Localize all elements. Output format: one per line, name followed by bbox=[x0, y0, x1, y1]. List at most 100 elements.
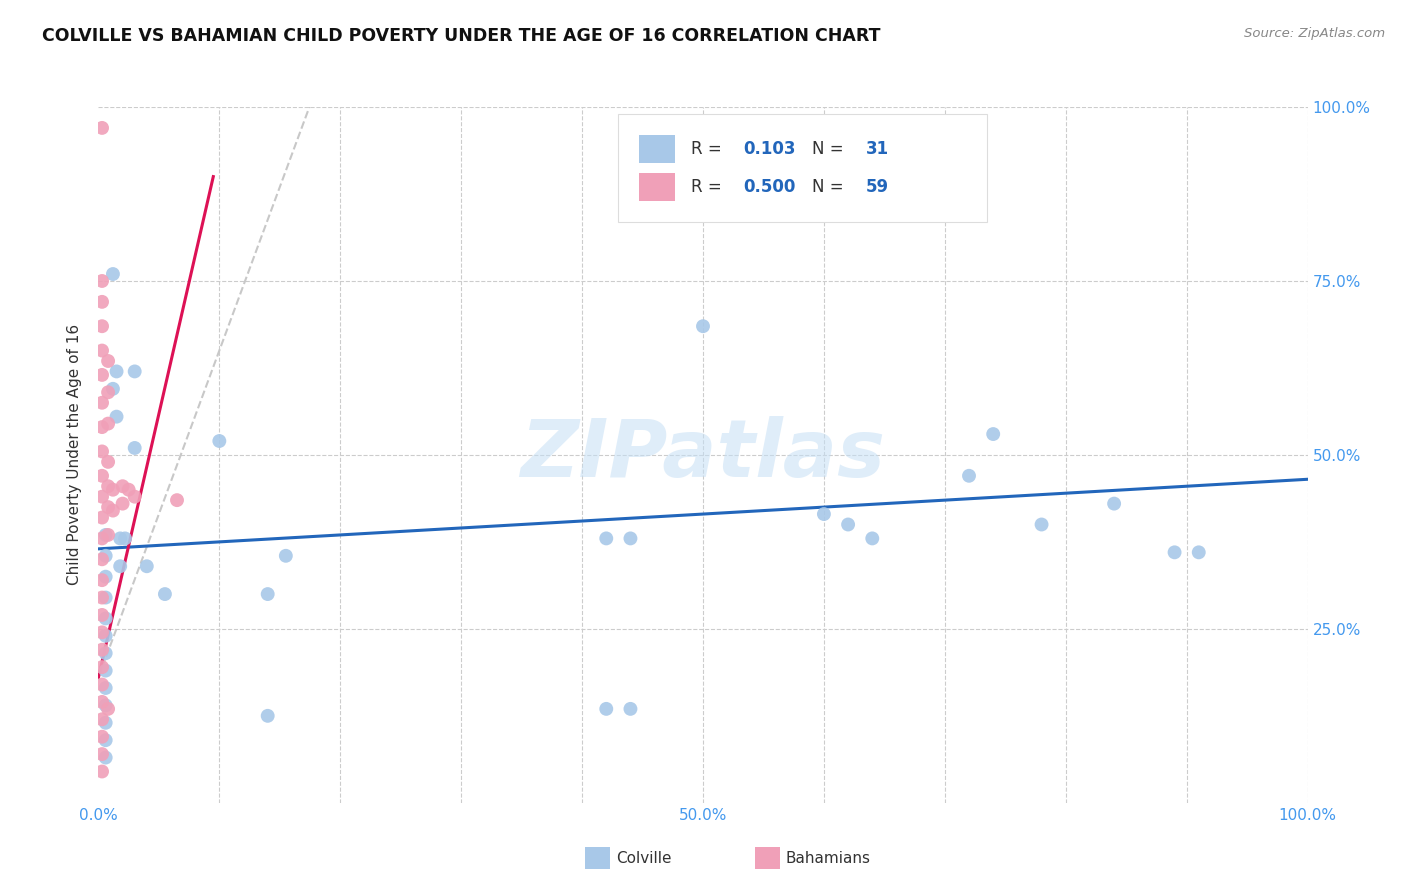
Text: Source: ZipAtlas.com: Source: ZipAtlas.com bbox=[1244, 27, 1385, 40]
FancyBboxPatch shape bbox=[638, 135, 675, 162]
Point bbox=[1102, 497, 1125, 511]
Point bbox=[91, 764, 114, 779]
Point bbox=[94, 549, 117, 563]
Point bbox=[94, 681, 117, 695]
Point bbox=[837, 517, 859, 532]
Point bbox=[91, 319, 114, 334]
Point bbox=[97, 479, 120, 493]
Text: R =: R = bbox=[690, 178, 727, 196]
Point bbox=[97, 528, 120, 542]
Point bbox=[91, 468, 114, 483]
Point bbox=[94, 611, 117, 625]
Text: COLVILLE VS BAHAMIAN CHILD POVERTY UNDER THE AGE OF 16 CORRELATION CHART: COLVILLE VS BAHAMIAN CHILD POVERTY UNDER… bbox=[42, 27, 880, 45]
Point bbox=[101, 503, 124, 517]
Point bbox=[124, 490, 146, 504]
Point bbox=[91, 294, 114, 309]
Point bbox=[595, 702, 617, 716]
Point bbox=[274, 549, 297, 563]
Point bbox=[135, 559, 157, 574]
Text: 0.500: 0.500 bbox=[742, 178, 796, 196]
Point bbox=[91, 420, 114, 434]
Point bbox=[97, 385, 120, 400]
Point bbox=[91, 607, 114, 622]
FancyBboxPatch shape bbox=[638, 173, 675, 201]
Point bbox=[981, 427, 1004, 442]
Text: N =: N = bbox=[811, 140, 849, 158]
Point bbox=[111, 479, 134, 493]
Point bbox=[97, 417, 120, 431]
Point bbox=[101, 483, 124, 497]
Point bbox=[619, 532, 641, 546]
Point bbox=[101, 382, 124, 396]
Point bbox=[118, 483, 141, 497]
Point bbox=[860, 532, 883, 546]
Point bbox=[166, 493, 188, 508]
Point bbox=[1163, 545, 1185, 559]
Point bbox=[105, 364, 128, 378]
Point bbox=[94, 646, 117, 660]
Text: 31: 31 bbox=[866, 140, 890, 158]
Point bbox=[111, 497, 134, 511]
Point bbox=[94, 591, 117, 605]
Text: Bahamians: Bahamians bbox=[786, 851, 870, 865]
Point bbox=[94, 733, 117, 747]
Point bbox=[91, 490, 114, 504]
Text: 59: 59 bbox=[866, 178, 890, 196]
Point bbox=[124, 441, 146, 455]
Point bbox=[91, 396, 114, 410]
Text: ZIPatlas: ZIPatlas bbox=[520, 416, 886, 494]
Text: N =: N = bbox=[811, 178, 849, 196]
Point bbox=[256, 708, 278, 723]
Point bbox=[91, 274, 114, 288]
Point bbox=[94, 750, 117, 764]
Point bbox=[105, 409, 128, 424]
Y-axis label: Child Poverty Under the Age of 16: Child Poverty Under the Age of 16 bbox=[67, 325, 83, 585]
Point bbox=[94, 664, 117, 678]
Text: Colville: Colville bbox=[616, 851, 671, 865]
Point bbox=[595, 532, 617, 546]
Text: R =: R = bbox=[690, 140, 727, 158]
Point bbox=[957, 468, 980, 483]
Text: 0.103: 0.103 bbox=[742, 140, 796, 158]
Point bbox=[91, 695, 114, 709]
Point bbox=[97, 702, 120, 716]
Point bbox=[97, 500, 120, 514]
Point bbox=[91, 642, 114, 657]
Point bbox=[1031, 517, 1053, 532]
Point bbox=[97, 354, 120, 368]
Point bbox=[91, 510, 114, 524]
Point bbox=[208, 434, 231, 448]
Point bbox=[91, 660, 114, 674]
Point bbox=[91, 573, 114, 587]
Point bbox=[1188, 545, 1211, 559]
Point bbox=[108, 559, 131, 574]
Point bbox=[101, 267, 124, 281]
Point bbox=[91, 532, 114, 546]
Point bbox=[91, 368, 114, 382]
Point bbox=[94, 528, 117, 542]
Point bbox=[124, 364, 146, 378]
FancyBboxPatch shape bbox=[619, 114, 987, 222]
Point bbox=[91, 343, 114, 358]
Point bbox=[91, 120, 114, 135]
Point bbox=[91, 625, 114, 640]
Point bbox=[692, 319, 714, 334]
Point bbox=[153, 587, 176, 601]
Point bbox=[91, 552, 114, 566]
Point bbox=[813, 507, 835, 521]
Point bbox=[108, 532, 131, 546]
Point bbox=[256, 587, 278, 601]
Point bbox=[91, 444, 114, 458]
Point bbox=[94, 715, 117, 730]
Point bbox=[114, 532, 136, 546]
Point bbox=[91, 747, 114, 761]
Point bbox=[94, 570, 117, 584]
Point bbox=[91, 712, 114, 726]
Point bbox=[91, 730, 114, 744]
Point bbox=[94, 698, 117, 713]
Point bbox=[619, 702, 641, 716]
Point bbox=[91, 591, 114, 605]
Point bbox=[94, 629, 117, 643]
Point bbox=[91, 677, 114, 691]
Point bbox=[97, 455, 120, 469]
